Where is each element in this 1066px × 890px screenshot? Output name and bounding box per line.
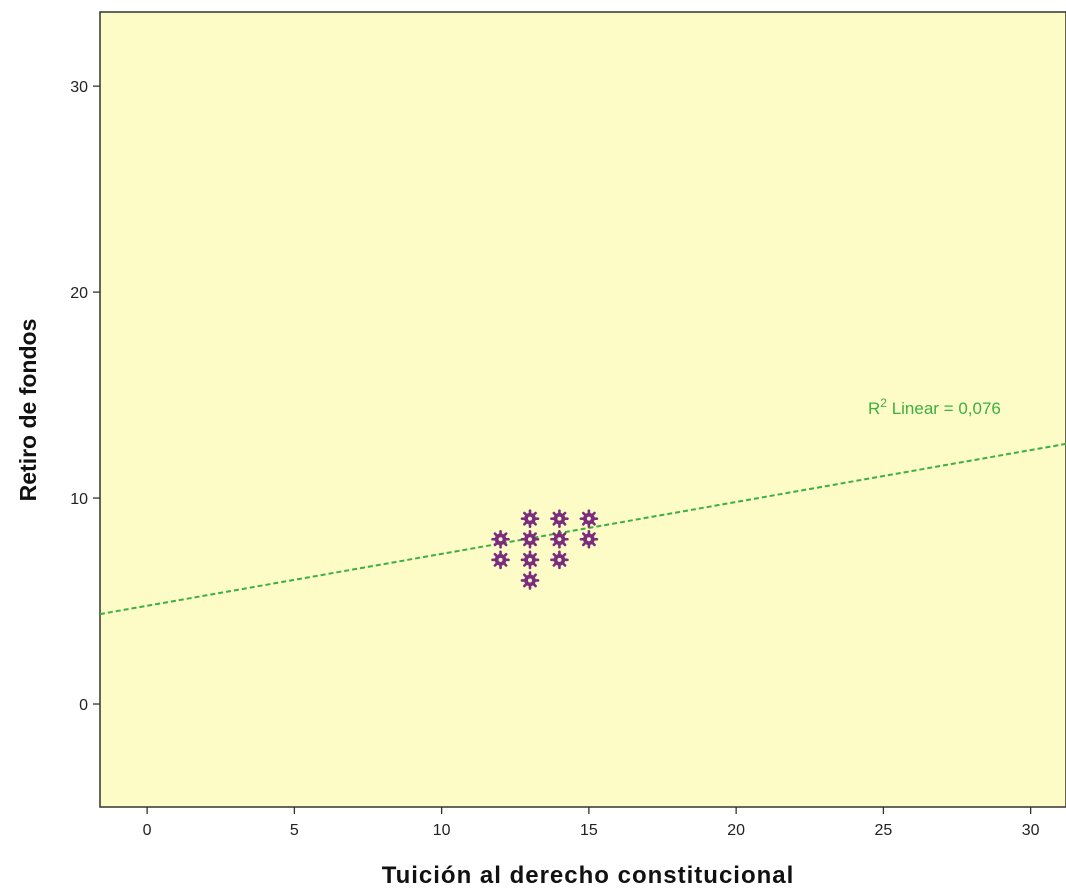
plot-area (99, 11, 1066, 808)
x-tick-label: 0 (143, 822, 152, 839)
x-tick-label: 5 (290, 822, 299, 839)
fit-line-label: R2 Linear = 0,076 (868, 396, 1001, 418)
data-point (520, 571, 540, 590)
ticks-layer: 0 5 10 15 20 25 30 0 10 20 30 (70, 79, 1039, 839)
data-point (520, 529, 540, 549)
x-tick-label: 20 (727, 822, 745, 839)
data-point (520, 550, 540, 570)
y-tick-label: 10 (70, 491, 88, 508)
points-layer (491, 509, 599, 590)
fit-label-text: Linear = 0,076 (887, 399, 1001, 418)
fit-line (99, 442, 1066, 616)
y-axis-title: Retiro de fondos (15, 319, 41, 502)
data-point (491, 550, 510, 570)
data-point (550, 550, 569, 570)
fit-label-superscript: 2 (880, 396, 887, 410)
data-point (579, 509, 599, 528)
y-tick-label: 30 (70, 79, 88, 96)
fit-layer (99, 442, 1066, 616)
x-tick-label: 30 (1022, 822, 1040, 839)
data-point (520, 509, 540, 528)
data-point (550, 509, 569, 528)
data-point (579, 529, 599, 549)
x-axis-title: Tuición al derecho constitucional (382, 862, 795, 889)
x-tick-label: 10 (433, 822, 451, 839)
y-tick-label: 20 (70, 285, 88, 302)
y-tick-label: 0 (79, 697, 88, 714)
fit-label-r: R (868, 399, 880, 418)
data-point (550, 529, 569, 549)
x-tick-label: 15 (580, 822, 598, 839)
data-point (491, 529, 510, 549)
x-tick-label: 25 (875, 822, 893, 839)
